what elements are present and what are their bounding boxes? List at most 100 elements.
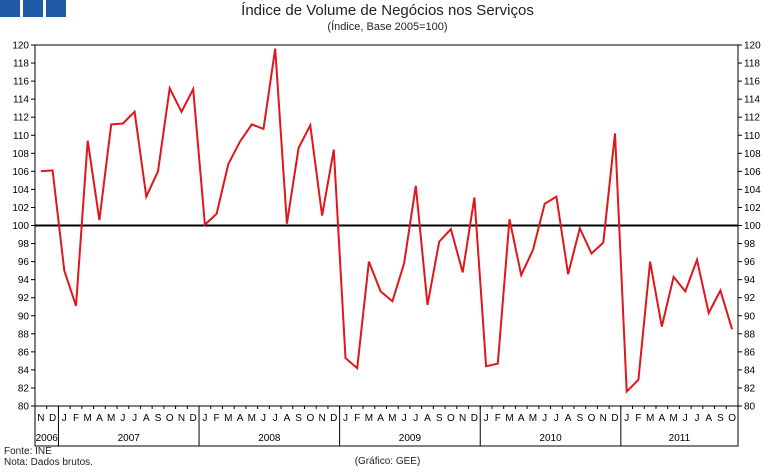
source-note: Fonte: INE [4, 446, 52, 457]
x-month-label: D [471, 413, 478, 424]
x-month-label: M [669, 413, 677, 424]
x-month-label: M [84, 413, 92, 424]
y-tick-label-left: 106 [12, 167, 29, 178]
chart-subtitle: (Índice, Base 2005=100) [327, 21, 448, 33]
x-month-label: F [214, 413, 220, 424]
x-month-label: O [166, 413, 174, 424]
y-tick-label-left: 104 [12, 185, 29, 196]
data-series-line [40, 48, 734, 394]
x-month-label: A [659, 413, 666, 424]
x-month-label: A [143, 413, 150, 424]
x-month-label: A [565, 413, 572, 424]
x-month-label: M [505, 413, 513, 424]
x-month-label: S [295, 413, 302, 424]
y-tick-label-right: 104 [744, 185, 761, 196]
y-tick-label-left: 96 [18, 257, 30, 268]
x-month-label: S [436, 413, 443, 424]
x-month-label: A [424, 413, 431, 424]
x-month-label: M [224, 413, 232, 424]
x-month-label: J [62, 413, 67, 424]
x-month-label: D [49, 413, 56, 424]
y-tick-label-left: 84 [18, 365, 30, 376]
x-month-label: M [365, 413, 373, 424]
x-month-label: N [600, 413, 607, 424]
x-month-label: J [694, 413, 699, 424]
y-tick-label-left: 108 [12, 149, 29, 160]
y-tick-label-left: 94 [18, 275, 30, 286]
x-year-label: 2009 [399, 433, 422, 444]
x-month-label: J [202, 413, 207, 424]
x-month-label: A [284, 413, 291, 424]
x-month-label: O [306, 413, 314, 424]
y-tick-label-right: 82 [744, 383, 756, 394]
x-month-label: A [96, 413, 103, 424]
y-tick-label-left: 118 [13, 59, 29, 70]
x-month-label: M [388, 413, 396, 424]
x-month-label: O [447, 413, 455, 424]
y-tick-label-left: 88 [18, 329, 30, 340]
logo-block [23, 0, 43, 17]
x-year-label: 2011 [669, 433, 691, 444]
x-month-label: J [343, 413, 348, 424]
x-month-label: N [318, 413, 325, 424]
y-tick-label-right: 84 [744, 365, 756, 376]
x-month-label: A [518, 413, 525, 424]
y-tick-label-left: 92 [18, 293, 30, 304]
y-tick-label-right: 88 [744, 329, 756, 340]
y-tick-label-right: 86 [744, 347, 756, 358]
x-month-label: S [155, 413, 162, 424]
y-tick-label-left: 80 [18, 402, 30, 413]
x-month-label: J [402, 413, 407, 424]
x-month-label: D [330, 413, 337, 424]
data-note: Nota: Dados brutos. [4, 457, 93, 468]
x-month-label: J [413, 413, 418, 424]
x-month-label: J [554, 413, 559, 424]
x-month-label: D [611, 413, 618, 424]
y-tick-label-right: 80 [744, 402, 756, 413]
x-month-label: J [624, 413, 629, 424]
x-month-label: M [529, 413, 537, 424]
x-month-label: J [683, 413, 688, 424]
y-tick-label-left: 112 [13, 113, 29, 124]
y-tick-label-right: 90 [744, 311, 756, 322]
y-tick-label-left: 98 [18, 239, 30, 250]
x-month-label: N [459, 413, 466, 424]
x-month-label: J [484, 413, 489, 424]
x-month-label: F [354, 413, 360, 424]
x-month-label: A [237, 413, 244, 424]
x-year-label: 2008 [258, 433, 281, 444]
x-month-label: O [728, 413, 736, 424]
y-tick-label-left: 120 [12, 41, 29, 52]
x-month-label: F [495, 413, 501, 424]
y-tick-label-left: 82 [18, 383, 30, 394]
x-month-label: F [635, 413, 641, 424]
x-month-label: F [73, 413, 79, 424]
x-month-label: M [646, 413, 654, 424]
x-month-label: J [120, 413, 125, 424]
y-tick-label-right: 98 [744, 239, 756, 250]
logo [0, 0, 66, 17]
y-tick-label-right: 118 [744, 59, 760, 70]
y-tick-label-left: 90 [18, 311, 30, 322]
y-tick-label-right: 114 [744, 95, 760, 106]
y-tick-label-right: 94 [744, 275, 756, 286]
y-tick-label-left: 116 [13, 77, 29, 88]
x-year-label: 2007 [118, 433, 141, 444]
y-tick-label-right: 110 [744, 131, 760, 142]
x-month-label: A [377, 413, 384, 424]
y-tick-label-left: 114 [13, 95, 29, 106]
x-month-label: D [190, 413, 197, 424]
logo-block [46, 0, 66, 17]
y-tick-label-right: 120 [744, 41, 761, 52]
x-month-label: S [576, 413, 583, 424]
y-tick-label-left: 102 [12, 203, 29, 214]
x-month-label: J [261, 413, 266, 424]
y-tick-label-right: 108 [744, 149, 761, 160]
x-month-label: J [273, 413, 278, 424]
y-tick-label-right: 112 [744, 113, 760, 124]
x-month-label: S [717, 413, 724, 424]
x-month-label: O [588, 413, 596, 424]
x-month-label: A [705, 413, 712, 424]
y-tick-label-left: 86 [18, 347, 30, 358]
x-year-label: 2006 [36, 433, 59, 444]
